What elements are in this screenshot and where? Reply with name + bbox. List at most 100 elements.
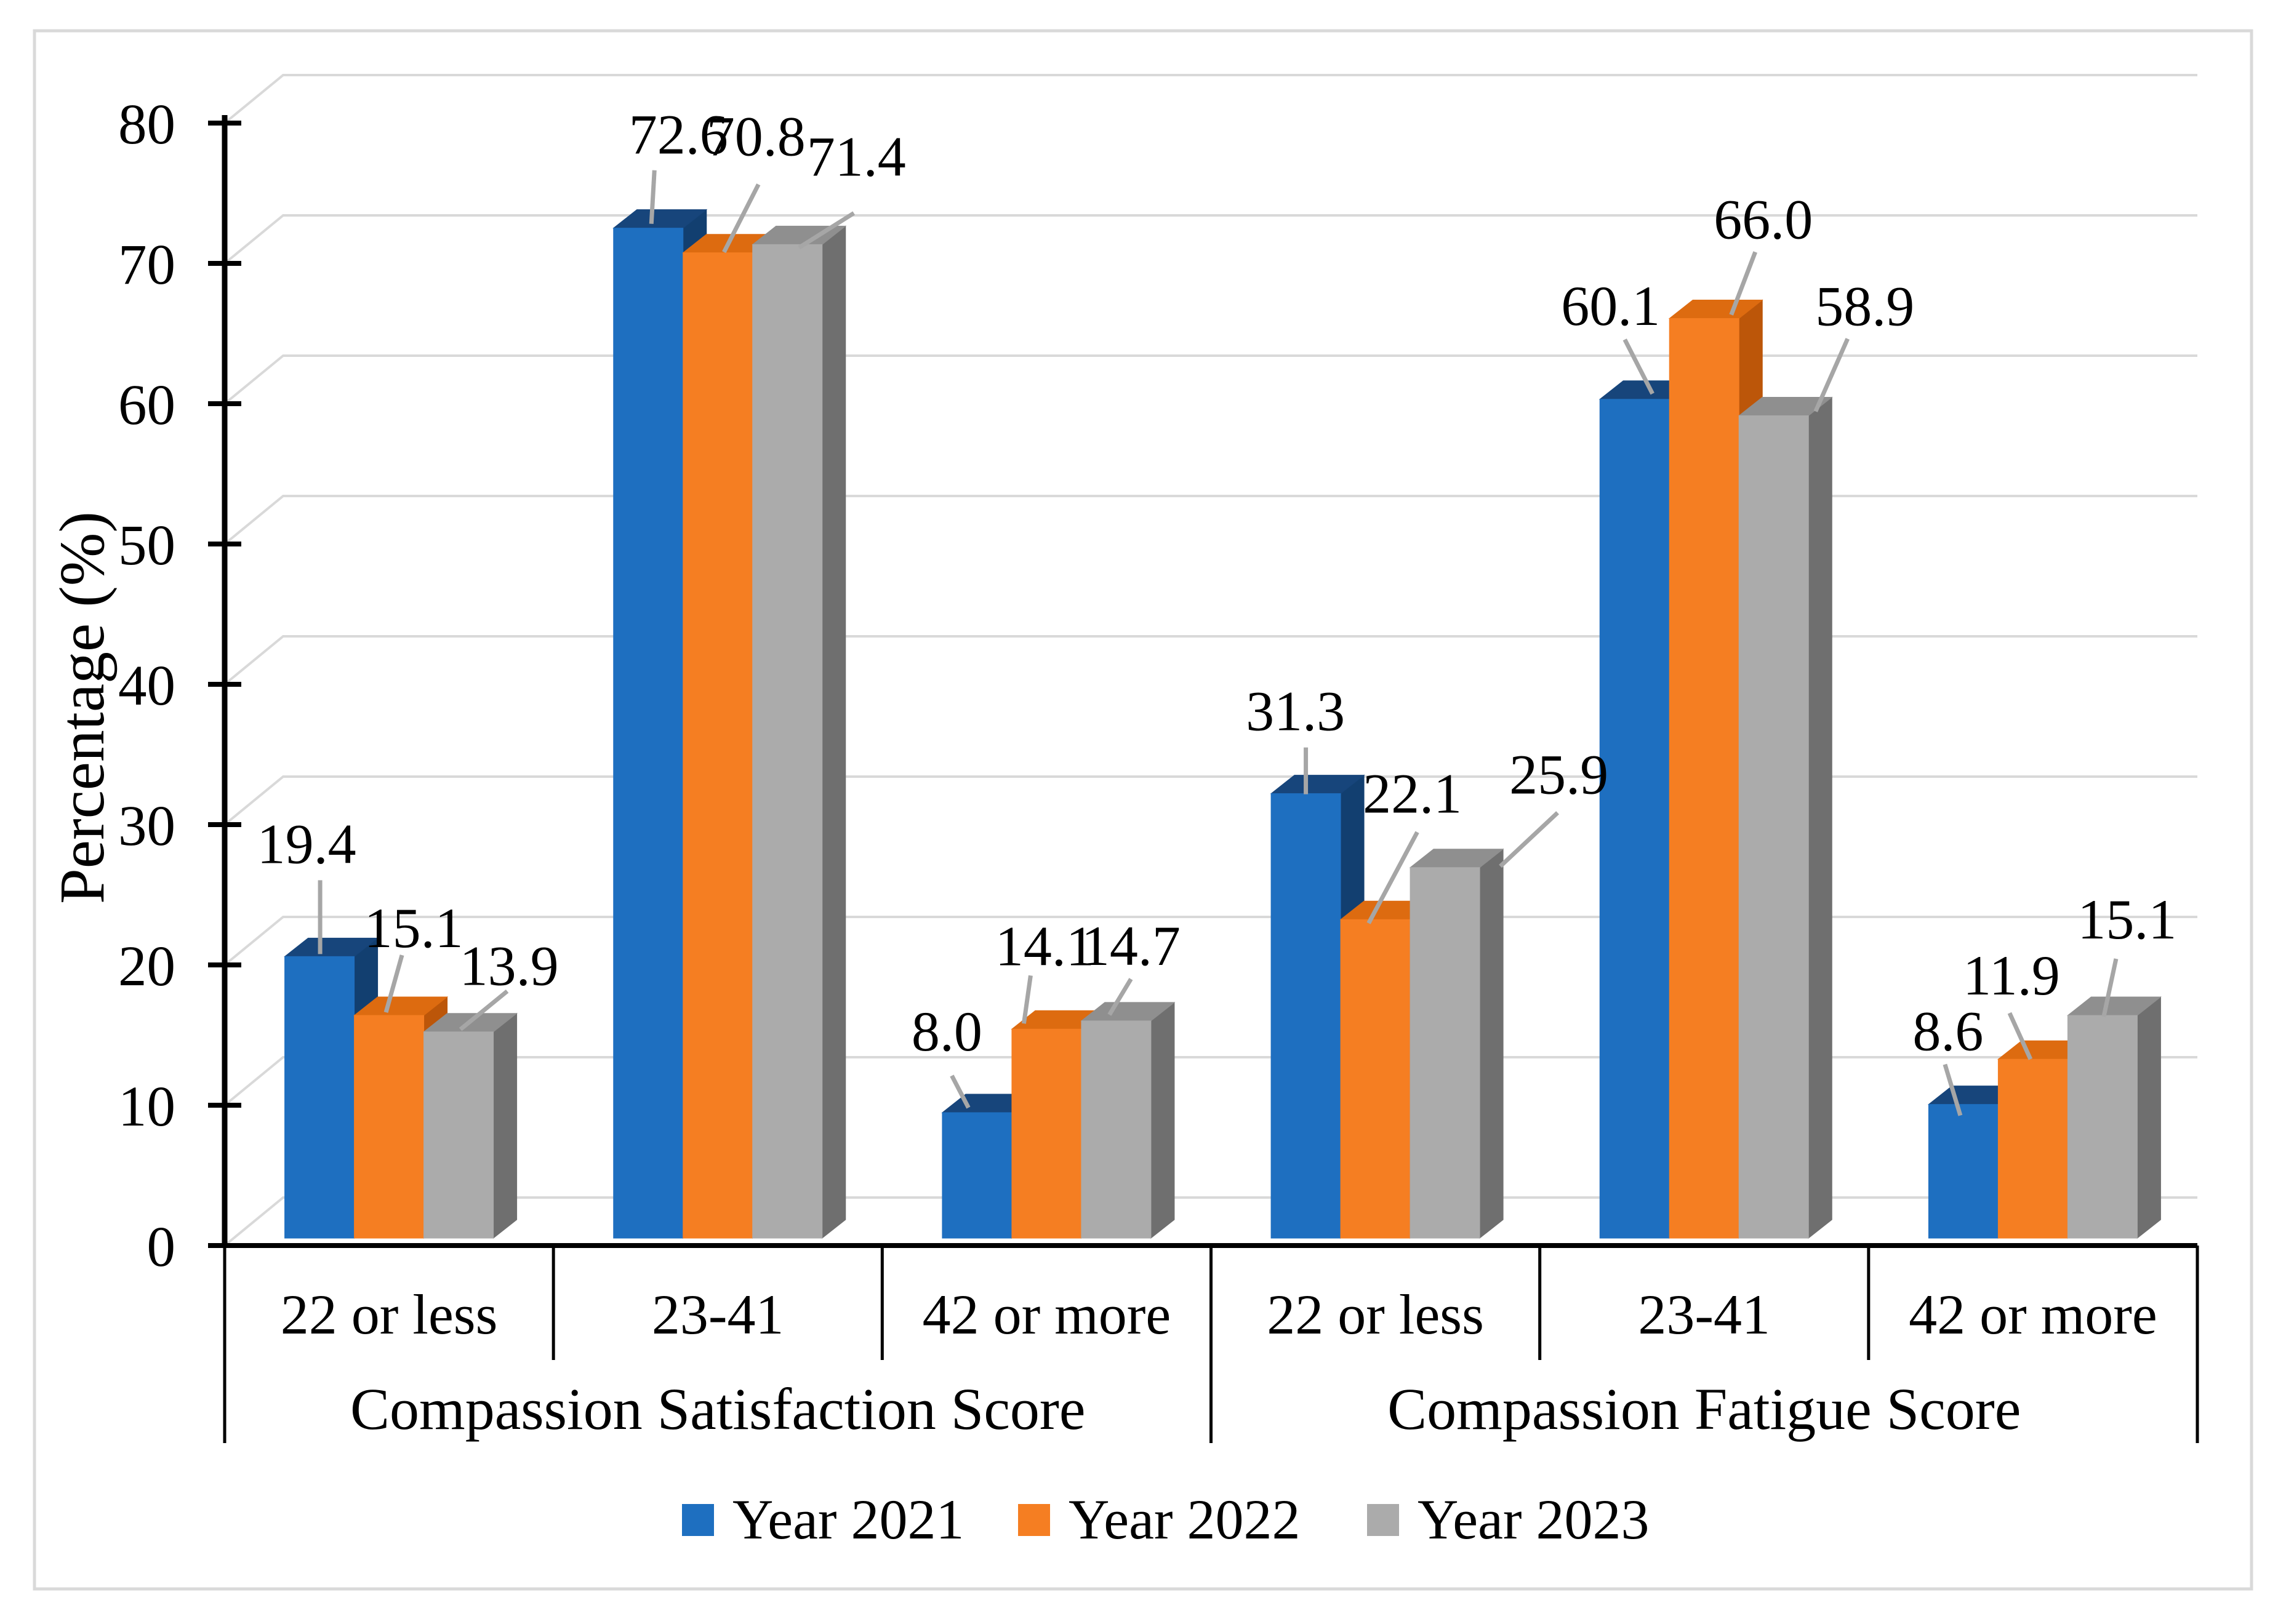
bar-year2021-cat2-front-face [942, 1112, 1013, 1239]
data-label-s1-c3: 22.1 [1363, 762, 1462, 825]
legend-layer: Year 2021 Year 2022 Year 2023 [682, 1488, 1650, 1551]
figure-border [33, 29, 2253, 1591]
data-label-s1-c4: 66.0 [1714, 188, 1813, 251]
leader-line-s0-c4 [1622, 338, 1654, 395]
data-label-s0-c1: 72.6 [629, 103, 728, 166]
group-label-1: Compassion Fatigue Score [1387, 1376, 2021, 1442]
bar-year2023-cat5-side-face [2136, 996, 2161, 1239]
gridline-20 [223, 916, 2197, 966]
data-label-s0-c2: 8.0 [912, 1000, 982, 1063]
data-label-s1-c0: 15.1 [364, 897, 463, 959]
data-label-s0-c3: 31.3 [1246, 680, 1345, 743]
gridline-70 [223, 214, 2197, 265]
leader-line-s0-c5 [1943, 1063, 1963, 1116]
y-tick-label-40: 40 [118, 654, 175, 718]
bar-year2022-cat1-front-face [683, 252, 753, 1239]
gridline-10 [223, 1056, 2197, 1106]
y-tick-label-50: 50 [118, 514, 175, 577]
bar-year2021-cat5-front-face [1928, 1104, 1999, 1239]
leader-line-s1-c0 [383, 954, 404, 1013]
y-tick-label-30: 30 [118, 794, 175, 858]
bar-year2023-cat4-side-face [1808, 396, 1832, 1239]
bar-year2023-cat2 [1080, 1001, 1176, 1239]
y-tick-label-80: 80 [118, 93, 175, 156]
bars-layer [284, 209, 2162, 1239]
legend-item-year2023: Year 2023 [1367, 1488, 1650, 1551]
data-label-s2-c3: 25.9 [1509, 743, 1608, 806]
bar-year2023-cat5 [2066, 996, 2162, 1239]
bar-year2021-cat0-front-face [284, 956, 355, 1239]
data-label-s2-c5: 15.1 [2077, 888, 2176, 951]
y-tick-label-0: 0 [147, 1215, 176, 1279]
leader-line-s1-c4 [1729, 251, 1758, 316]
data-label-s1-c2: 14.1 [995, 914, 1094, 977]
category-label-0: 22 or less [281, 1283, 498, 1346]
gridline-60 [223, 354, 2197, 405]
y-axis-title: Percentage (%) [47, 511, 118, 904]
bar-year2021-cat1-front-face [613, 228, 684, 1239]
legend-item-year2021: Year 2021 [682, 1488, 965, 1551]
legend-swatch-3 [1367, 1504, 1399, 1536]
bar-year2021-cat4-front-face [1599, 399, 1670, 1239]
bar-year2023-cat2-front-face [1081, 1020, 1152, 1239]
legend-label-1: Year 2021 [732, 1488, 965, 1551]
leader-line-s1-c1 [722, 183, 761, 254]
bar-year2022-cat0-front-face [354, 1015, 425, 1239]
bar-year2023-cat2-side-face [1150, 1001, 1175, 1239]
data-label-s2-c4: 58.9 [1815, 274, 1914, 337]
leader-line-s2-c0 [459, 990, 509, 1031]
legend-swatch-2 [1018, 1504, 1050, 1536]
bar-year2021-cat3-front-face [1270, 793, 1341, 1239]
leader-line-s1-c3 [1366, 831, 1419, 924]
leader-line-s2-c3 [1499, 811, 1559, 868]
leader-line-s0-c1 [649, 170, 657, 224]
legend-swatch-1 [682, 1504, 714, 1536]
data-labels-layer: 19.4 72.6 8.0 31.3 60.1 8.6 15.1 70.8 14.1 22.1 66… [257, 103, 2177, 1063]
bar-year2023-cat1-front-face [752, 244, 823, 1239]
bar-year2022-cat5-front-face [1997, 1058, 2068, 1239]
leader-line-s1-c2 [1021, 975, 1033, 1024]
data-label-s0-c4: 60.1 [1561, 274, 1660, 337]
bar-year2023-cat0-side-face [493, 1012, 518, 1239]
bar-year2022-cat2-front-face [1011, 1028, 1082, 1239]
group-label-0: Compassion Satisfaction Score [350, 1376, 1086, 1442]
bar-year2023-cat4-front-face [1738, 415, 1809, 1239]
leader-line-s2-c2 [1107, 978, 1133, 1016]
bar-year2023-cat3-side-face [1479, 848, 1504, 1239]
gridline-0 [223, 1196, 2197, 1247]
data-label-s1-c5: 11.9 [1963, 944, 2060, 1007]
data-label-s2-c2: 14.7 [1081, 914, 1181, 977]
category-label-4: 23-41 [1638, 1283, 1770, 1346]
gridline-40 [223, 635, 2197, 686]
bar-year2023-cat0-front-face [423, 1031, 494, 1239]
legend-label-3: Year 2023 [1418, 1488, 1650, 1551]
data-label-s1-c1: 70.8 [707, 105, 806, 168]
bar-year2023-cat4 [1738, 396, 1833, 1239]
category-label-5: 42 or more [1909, 1283, 2157, 1346]
data-label-s0-c5: 8.6 [1912, 1000, 1983, 1063]
bar-year2023-cat1-side-face [822, 225, 846, 1239]
bar-year2023-cat3 [1409, 848, 1504, 1239]
bar-year2023-cat0 [423, 1012, 518, 1239]
leader-line-s2-c5 [2101, 958, 2119, 1017]
leader-line-s2-c1 [798, 211, 856, 250]
legend-label-2: Year 2022 [1069, 1488, 1301, 1551]
gridlines-layer [223, 74, 2197, 1247]
data-label-s0-c0: 19.4 [257, 812, 356, 875]
legend-item-year2022: Year 2022 [1018, 1488, 1301, 1551]
leader-lines-layer [318, 170, 2119, 1116]
bar-year2023-cat3-front-face [1410, 867, 1480, 1239]
gridline-80 [223, 74, 2197, 124]
category-axis-layer: 22 or less 23-41 42 or more 22 or less 23-41… [223, 1246, 2199, 1443]
category-label-2: 42 or more [923, 1283, 1171, 1346]
gridline-50 [223, 495, 2197, 545]
category-label-1: 23-41 [652, 1283, 784, 1346]
bar-year2022-cat4-front-face [1669, 318, 1739, 1239]
y-tick-label-20: 20 [118, 935, 175, 998]
y-tick-label-10: 10 [118, 1075, 175, 1138]
bar-year2023-cat5-front-face [2067, 1015, 2138, 1239]
leader-line-s1-c5 [2007, 1012, 2033, 1060]
gridline-30 [223, 775, 2197, 826]
